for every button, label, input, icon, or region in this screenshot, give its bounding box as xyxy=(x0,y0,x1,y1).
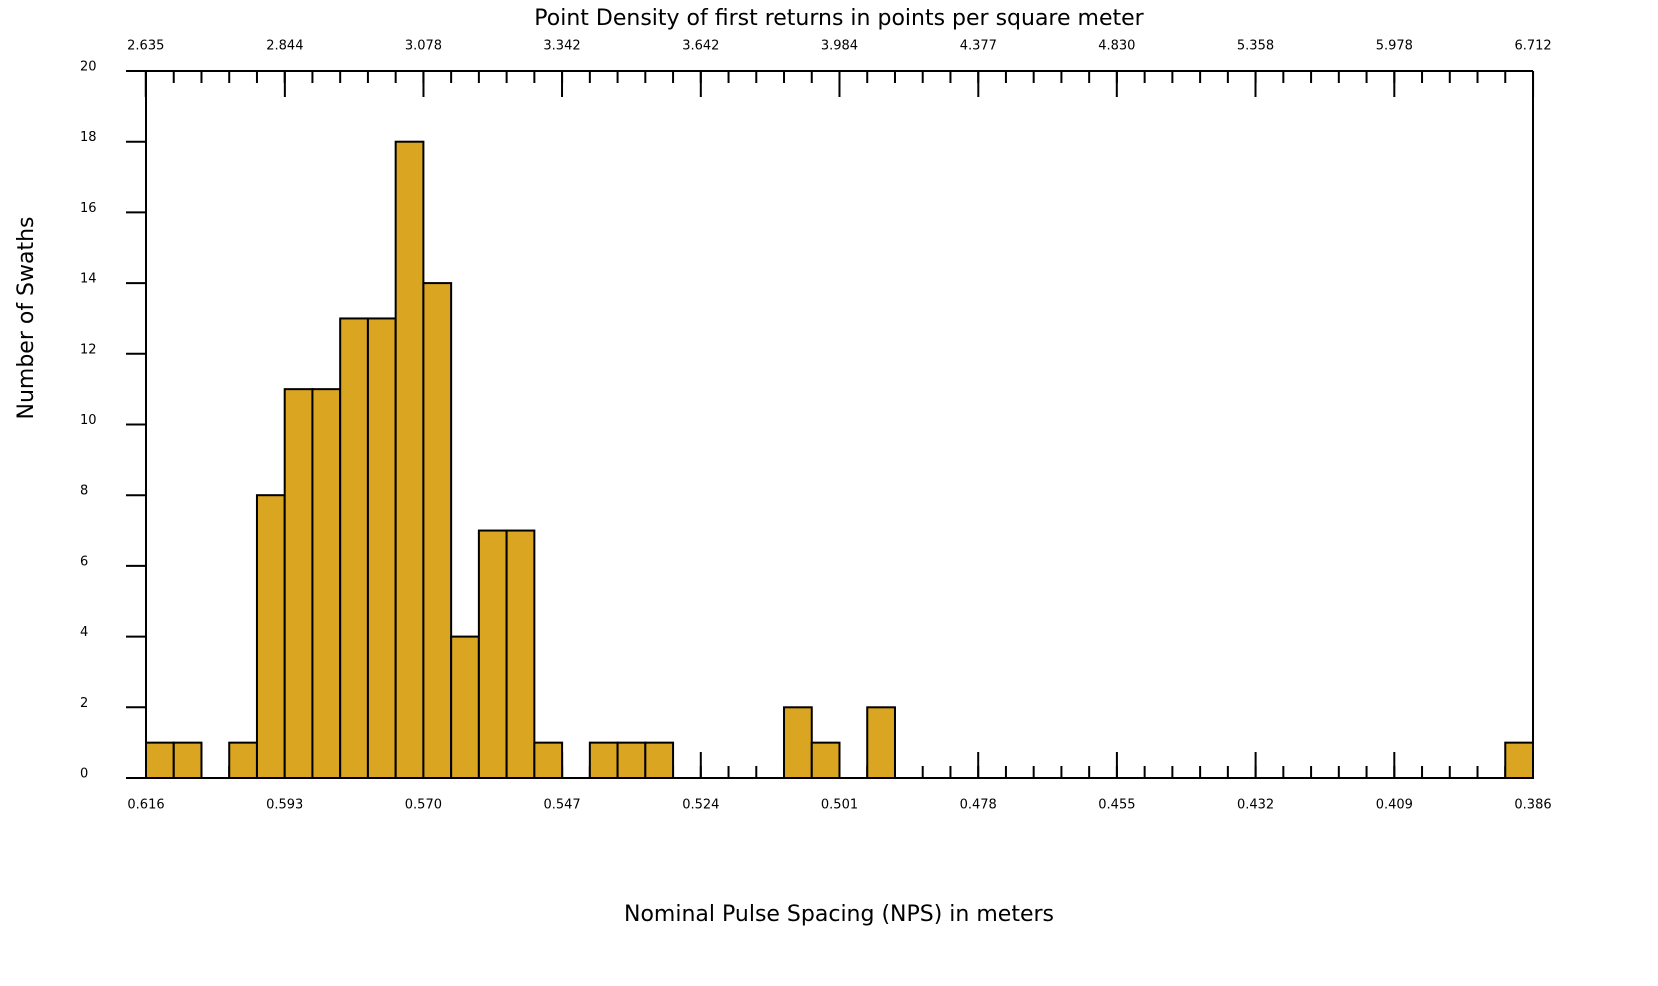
x-tick-label: 0.616 xyxy=(127,798,164,813)
bar xyxy=(422,282,453,779)
y-axis-label: Number of Swaths xyxy=(14,216,39,419)
x2-tick-label: 3.078 xyxy=(405,39,442,54)
x2-tick-label: 4.377 xyxy=(960,39,997,54)
chart-title: Point Density of first returns in points… xyxy=(534,6,1144,31)
bar xyxy=(783,706,813,779)
x-axis-label: Nominal Pulse Spacing (NPS) in meters xyxy=(624,902,1054,927)
y-tick-label: 20 xyxy=(80,60,97,75)
x-tick-label: 0.409 xyxy=(1376,798,1413,813)
x-tick-label: 0.570 xyxy=(405,798,442,813)
x2-tick-label: 5.978 xyxy=(1376,39,1413,54)
y-tick-label: 14 xyxy=(80,272,97,287)
y-tick-label: 12 xyxy=(80,342,97,357)
bar xyxy=(450,635,480,779)
bar xyxy=(588,741,619,780)
bar xyxy=(616,741,647,780)
bar xyxy=(339,317,369,779)
y-tick-label: 16 xyxy=(80,201,97,216)
x-tick-label: 0.547 xyxy=(543,798,580,813)
y-tick-label: 18 xyxy=(80,130,97,145)
x2-tick-label: 4.830 xyxy=(1098,39,1135,54)
x-tick-label: 0.501 xyxy=(821,798,858,813)
bar xyxy=(810,741,841,780)
y-tick-label: 6 xyxy=(80,554,88,569)
bar xyxy=(311,388,342,779)
x-tick-label: 0.593 xyxy=(266,798,303,813)
bar xyxy=(1504,741,1535,780)
y-tick-label: 2 xyxy=(80,696,88,711)
y-tick-label: 10 xyxy=(80,413,97,428)
bar xyxy=(644,741,675,780)
x2-tick-label: 3.642 xyxy=(682,39,719,54)
y-tick-label: 4 xyxy=(80,625,88,640)
x2-tick-label: 3.984 xyxy=(821,39,858,54)
bar xyxy=(283,388,314,779)
x2-tick-label: 5.358 xyxy=(1237,39,1274,54)
x-tick-label: 0.455 xyxy=(1098,798,1135,813)
x2-tick-label: 2.844 xyxy=(266,39,303,54)
bar xyxy=(533,741,564,780)
bar xyxy=(145,741,175,780)
x-tick-label: 0.386 xyxy=(1514,798,1551,813)
x2-tick-label: 6.712 xyxy=(1514,39,1551,54)
y-tick-label: 8 xyxy=(80,484,88,499)
x-tick-label: 0.478 xyxy=(960,798,997,813)
bar xyxy=(172,741,203,780)
bar xyxy=(394,140,425,779)
bar xyxy=(228,741,258,780)
x-tick-label: 0.432 xyxy=(1237,798,1274,813)
x-tick-label: 0.524 xyxy=(682,798,719,813)
bar xyxy=(366,317,397,779)
bar xyxy=(866,706,896,779)
x2-tick-label: 3.342 xyxy=(543,39,580,54)
bar xyxy=(477,529,508,779)
y-tick-label: 0 xyxy=(80,767,88,782)
bar xyxy=(505,529,536,779)
x2-tick-label: 2.635 xyxy=(127,39,164,54)
bar xyxy=(255,494,286,779)
